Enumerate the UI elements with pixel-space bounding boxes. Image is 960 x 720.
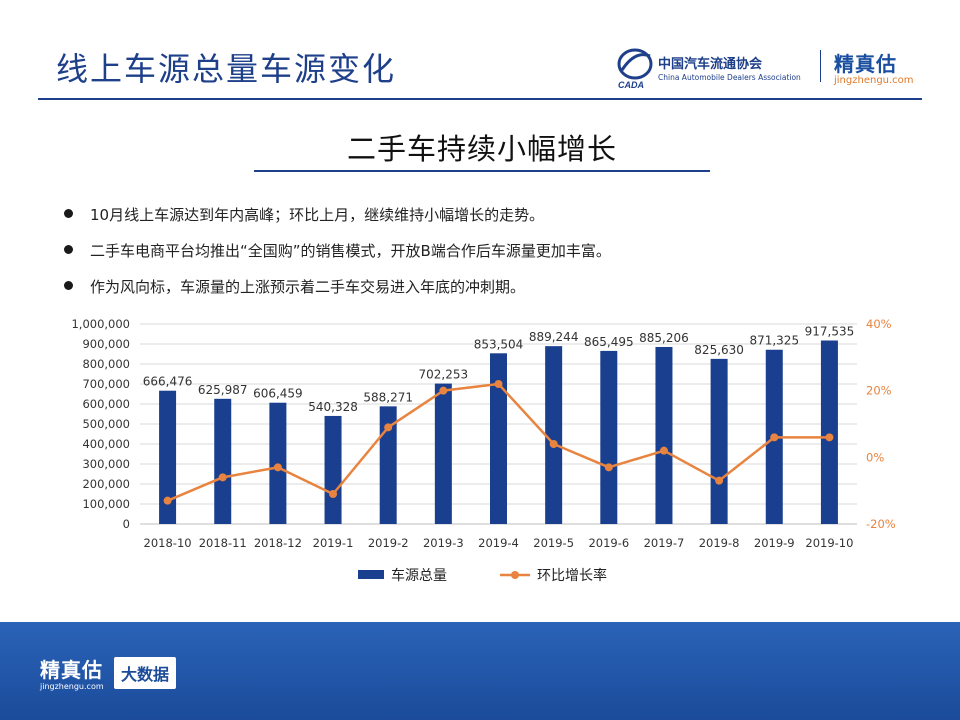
footer-brand-domain: jingzhengu.com [40, 682, 104, 691]
x-tick-label: 2019-9 [754, 536, 795, 550]
bar [214, 398, 232, 524]
line-point [604, 463, 613, 472]
legend-swatch-bar [358, 570, 384, 579]
line-point [494, 380, 503, 388]
line-point [439, 386, 448, 395]
footer-tag: 大数据 [114, 657, 177, 689]
bar-data-label: 702,253 [419, 368, 469, 382]
x-tick-label: 2019-1 [313, 536, 354, 550]
bar [655, 346, 673, 524]
y-left-tick-label: 800,000 [82, 357, 130, 371]
x-tick-label: 2019-5 [533, 536, 574, 550]
brand-logo: 精真估 jingzhengu.com [834, 48, 914, 86]
logo-divider [820, 50, 821, 82]
bullet-dot-icon [64, 245, 73, 254]
bar [490, 353, 507, 524]
line-point [384, 423, 393, 432]
footer-brand-name: 精真估 [40, 658, 103, 682]
x-tick-label: 2019-8 [699, 536, 740, 550]
bar [379, 406, 397, 524]
bar-data-label: 865,495 [584, 335, 634, 349]
line-point [163, 496, 172, 505]
bullet-text: 二手车电商平台均推出“全国购”的销售模式，开放B端合作后车源量更加丰富。 [90, 242, 611, 260]
bar-data-label: 871,325 [749, 334, 799, 348]
line-point [218, 473, 227, 482]
org-emblem-icon: CADA [617, 48, 653, 90]
y-left-tick-label: 200,000 [82, 477, 130, 491]
x-tick-label: 2019-4 [478, 536, 519, 550]
legend-label: 车源总量 [391, 567, 447, 584]
org-name: 中国汽车流通协会 [658, 57, 763, 72]
headline-divider [254, 170, 710, 172]
bar-data-label: 889,244 [529, 330, 579, 344]
bar-data-label: 666,476 [143, 375, 193, 389]
bullet-item: 10月线上车源达到年内高峰；环比上月，继续维持小幅增长的走势。 [64, 204, 544, 225]
bar-data-label: 540,328 [308, 400, 358, 414]
bullet-dot-icon [64, 281, 73, 290]
bar [545, 346, 563, 524]
bar [820, 340, 838, 524]
bullet-item: 作为风向标，车源量的上涨预示着二手车交易进入年底的冲刺期。 [64, 276, 525, 297]
line-point [549, 440, 558, 448]
y-left-tick-label: 500,000 [82, 417, 130, 431]
y-left-tick-label: 300,000 [82, 457, 130, 471]
line-point [715, 476, 724, 485]
y-left-tick-label: 700,000 [82, 377, 130, 391]
title-divider [38, 98, 922, 100]
bar [159, 390, 177, 524]
brand-name: 精真估 [834, 52, 897, 76]
bar-data-label: 588,271 [363, 390, 413, 404]
headline: 二手车持续小幅增长 [346, 132, 617, 166]
page-title: 线上车源总量车源变化 [56, 50, 397, 88]
bullet-item: 二手车电商平台均推出“全国购”的销售模式，开放B端合作后车源量更加丰富。 [64, 240, 611, 261]
bar-data-label: 825,630 [694, 343, 744, 357]
y-right-tick-label: 20% [866, 384, 892, 398]
x-tick-label: 2019-3 [423, 536, 464, 550]
line-point [273, 463, 282, 472]
x-tick-label: 2018-10 [144, 536, 192, 550]
bullet-text: 作为风向标，车源量的上涨预示着二手车交易进入年底的冲刺期。 [90, 278, 526, 296]
bar [600, 350, 618, 524]
x-tick-label: 2018-11 [199, 536, 247, 550]
y-left-tick-label: 900,000 [82, 337, 130, 351]
line-point [825, 433, 834, 442]
y-right-tick-label: 0% [866, 450, 884, 464]
bullet-text: 10月线上车源达到年内高峰；环比上月，继续维持小幅增长的走势。 [90, 206, 545, 224]
y-right-tick-label: -20% [866, 517, 896, 531]
x-tick-label: 2018-12 [254, 536, 302, 550]
y-right-tick-label: 40% [866, 317, 892, 331]
bar-data-label: 625,987 [198, 383, 248, 397]
bar-data-label: 853,504 [474, 337, 524, 351]
org-logo: CADA 中国汽车流通协会 China Automobile Dealers A… [616, 46, 806, 90]
line-point [329, 490, 338, 498]
x-tick-label: 2019-2 [368, 536, 409, 550]
y-left-tick-label: 600,000 [82, 397, 130, 411]
bullet-dot-icon [64, 209, 73, 218]
legend-swatch-marker [511, 571, 519, 579]
bar-data-label: 885,206 [639, 331, 689, 345]
bar [324, 415, 342, 524]
legend-label: 环比增长率 [537, 567, 607, 584]
bar-data-label: 606,459 [253, 387, 303, 401]
y-left-tick-label: 1,000,000 [71, 317, 130, 331]
x-tick-label: 2019-10 [805, 536, 853, 550]
line-point [659, 446, 668, 455]
x-tick-label: 2019-7 [644, 536, 685, 550]
y-left-tick-label: 100,000 [82, 497, 130, 511]
brand-domain: jingzhengu.com [834, 75, 914, 86]
footer-brand: 精真估 jingzhengu.com [40, 654, 104, 691]
y-left-tick-label: 400,000 [82, 437, 130, 451]
bar [710, 358, 728, 524]
org-abbr: CADA [618, 80, 644, 90]
org-name-en: China Automobile Dealers Association [658, 73, 801, 82]
bar [434, 383, 452, 524]
bar-data-label: 917,535 [805, 324, 855, 338]
y-left-tick-label: 0 [123, 517, 130, 531]
x-tick-label: 2019-6 [588, 536, 629, 550]
line-point [770, 433, 779, 442]
